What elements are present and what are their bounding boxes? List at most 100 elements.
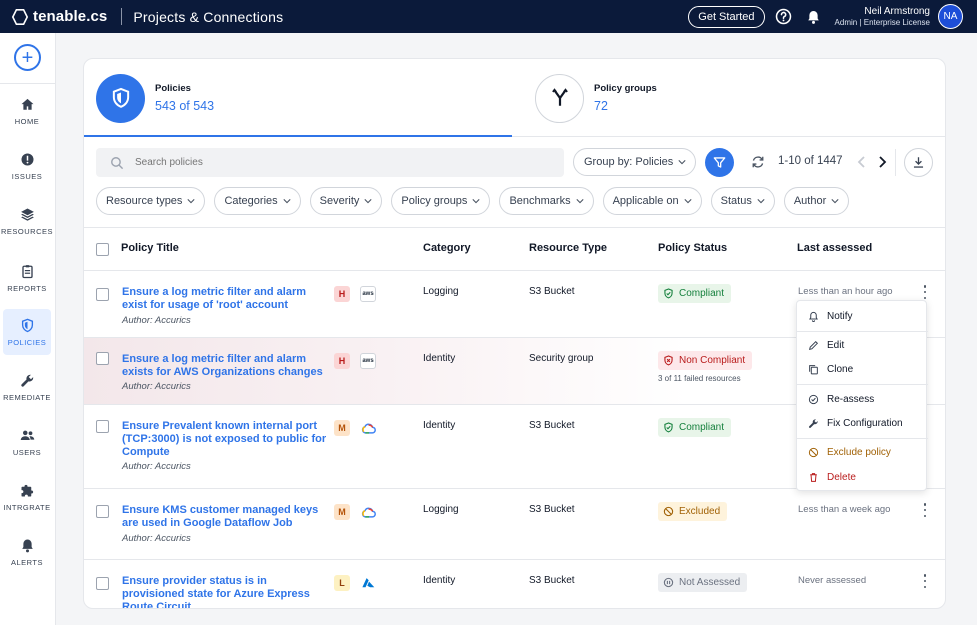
trash-icon (810, 472, 817, 482)
menu-divider (797, 438, 928, 439)
filter-policy-groups[interactable]: Policy groups (391, 187, 491, 215)
column-header-category[interactable]: Category (423, 242, 471, 254)
prev-page-icon[interactable] (856, 155, 868, 172)
menu-item-edit[interactable]: Edit (797, 333, 928, 357)
title-divider (121, 8, 123, 25)
filter-status[interactable]: Status (710, 187, 775, 215)
notification-bell-icon[interactable] (805, 8, 823, 26)
wrench-icon (808, 418, 818, 428)
excluded-icon (663, 506, 674, 517)
sidebar: + HOME ISSUES RESOURCES REPORTS POLICIES… (0, 33, 56, 625)
policies-tab-badge (96, 73, 145, 123)
menu-item-exclude-policy[interactable]: Exclude policy (797, 440, 928, 464)
copy-icon (809, 364, 818, 374)
sidebar-item-resources[interactable]: RESOURCES (1, 198, 53, 244)
status-badge: Compliant (658, 418, 732, 437)
column-header-resource-type[interactable]: Resource Type (529, 242, 608, 254)
status-badge: Compliant (658, 284, 732, 303)
alert-icon (21, 153, 33, 165)
download-button[interactable] (904, 148, 933, 177)
policy-title-link[interactable]: Ensure a log metric filter and alarm exi… (122, 353, 323, 378)
policy-title-link[interactable]: Ensure KMS customer managed keys are use… (122, 504, 319, 529)
search-bar (96, 148, 564, 177)
filter-label: Benchmarks (509, 195, 571, 207)
column-header-last-assessed[interactable]: Last assessed (797, 242, 873, 254)
sidebar-item-home[interactable]: HOME (3, 88, 51, 134)
sidebar-item-remediate[interactable]: REMEDIATE (3, 364, 51, 410)
table-row[interactable]: Ensure a log metric filter and alarm exi… (84, 271, 945, 338)
avatar[interactable]: NA (938, 4, 963, 29)
resource-type: S3 Bucket (529, 420, 575, 431)
brand-logo[interactable]: tenable.cs (11, 8, 107, 26)
merge-icon (551, 88, 568, 106)
chevron-down-icon (831, 199, 839, 204)
sidebar-item-users[interactable]: USERS (3, 419, 51, 465)
sidebar-item-reports[interactable]: REPORTS (3, 255, 51, 301)
filter-severity[interactable]: Severity (309, 187, 383, 215)
menu-item-label: Edit (827, 339, 845, 351)
filter-categories[interactable]: Categories (214, 187, 301, 215)
sidebar-item-alerts[interactable]: ALERTS (3, 529, 51, 575)
row-checkbox[interactable] (96, 505, 109, 518)
tab-policy-groups[interactable]: Policy groups 72 (535, 59, 657, 137)
help-icon[interactable] (775, 8, 793, 26)
menu-item-delete[interactable]: Delete (797, 465, 928, 489)
refresh-icon[interactable] (751, 155, 765, 172)
status-badge: Not Assessed (658, 573, 748, 592)
chevron-down-icon (678, 160, 686, 165)
column-header-policy-status[interactable]: Policy Status (658, 242, 728, 254)
filter-benchmarks[interactable]: Benchmarks (499, 187, 594, 215)
app-title: Projects & Connections (133, 8, 284, 25)
table-row[interactable]: Ensure Prevalent known internal port (TC… (84, 405, 945, 489)
row-menu-icon[interactable] (922, 285, 928, 299)
filter-author[interactable]: Author (783, 187, 850, 215)
column-header-policy-title[interactable]: Policy Title (121, 242, 179, 254)
policy-category: Logging (423, 504, 459, 515)
menu-item-clone[interactable]: Clone (797, 357, 928, 381)
shield-x-icon (664, 355, 673, 366)
policy-title-link[interactable]: Ensure a log metric filter and alarm exi… (122, 286, 307, 311)
tab-policies[interactable]: Policies 543 of 543 (96, 59, 512, 137)
severity-badge: L (334, 575, 350, 591)
row-checkbox[interactable] (96, 288, 109, 301)
policy-groups-tab-badge (535, 73, 584, 123)
policy-title-link[interactable]: Ensure provider status is in provisioned… (122, 575, 310, 609)
user-info: Neil Armstrong Admin | Enterprise Licens… (835, 6, 930, 27)
row-menu-icon[interactable] (922, 503, 928, 517)
aws-icon: aws (360, 353, 376, 369)
row-checkbox[interactable] (96, 352, 109, 365)
table-row[interactable]: Ensure provider status is in provisioned… (84, 560, 945, 609)
bell-icon (21, 539, 33, 552)
menu-divider (797, 384, 928, 385)
table-row[interactable]: Ensure KMS customer managed keys are use… (84, 489, 945, 560)
search-input[interactable] (135, 157, 535, 168)
get-started-button[interactable]: Get Started (688, 5, 765, 28)
row-menu-icon[interactable] (922, 574, 928, 588)
menu-item-notify[interactable]: Notify (797, 304, 928, 328)
tab-count: 543 of 543 (155, 99, 215, 113)
resource-type: S3 Bucket (529, 575, 575, 586)
policy-title-link[interactable]: Ensure Prevalent known internal port (TC… (122, 420, 327, 458)
policy-author: Author: Accurics (122, 461, 191, 472)
group-by-dropdown[interactable]: Group by: Policies (573, 148, 696, 176)
shield-check-icon (664, 422, 673, 433)
menu-item-reassess[interactable]: Re-assess (797, 387, 928, 411)
next-page-icon[interactable] (876, 155, 888, 172)
row-checkbox[interactable] (96, 420, 109, 433)
add-button[interactable]: + (14, 44, 41, 71)
menu-item-label: Notify (827, 310, 853, 322)
menu-item-label: Fix Configuration (827, 417, 903, 429)
policy-author: Author: Accurics (122, 533, 191, 544)
select-all-checkbox[interactable] (96, 243, 109, 256)
menu-item-fix-configuration[interactable]: Fix Configuration (797, 411, 928, 435)
policy-category: Identity (423, 575, 456, 586)
filter-button[interactable] (705, 148, 734, 177)
sidebar-item-issues[interactable]: ISSUES (3, 143, 51, 189)
sidebar-item-integrate[interactable]: INTRGRATE (3, 474, 51, 520)
sidebar-item-policies[interactable]: POLICIES (3, 309, 51, 355)
filter-resource-types[interactable]: Resource types (96, 187, 206, 215)
filter-applicable-on[interactable]: Applicable on (602, 187, 702, 215)
row-checkbox[interactable] (96, 577, 109, 590)
last-assessed: Less than a week ago (798, 504, 891, 515)
top-bar: tenable.cs Projects & Connections Get St… (0, 0, 977, 33)
